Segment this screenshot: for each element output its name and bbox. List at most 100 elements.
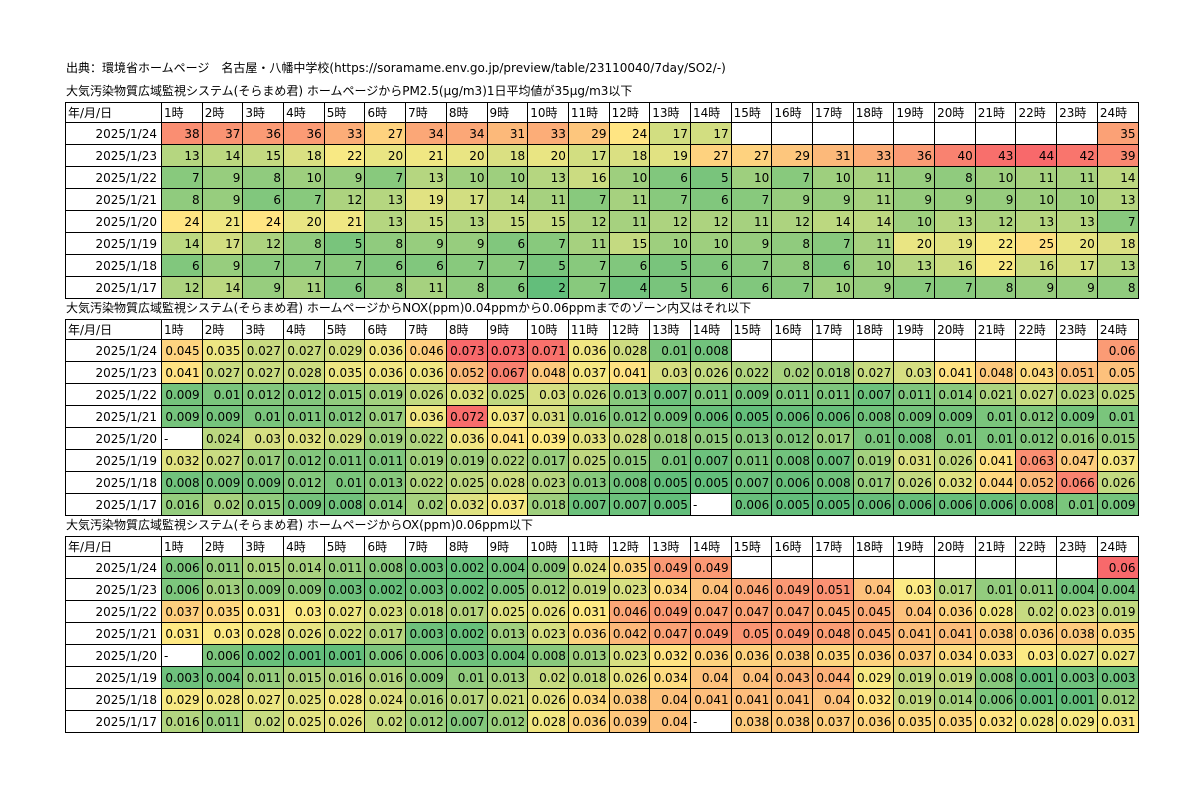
value-cell (1015, 556, 1058, 579)
hour-header: 19時 (893, 319, 936, 340)
value-cell: 0.002 (445, 556, 488, 579)
value-cell: 13 (405, 166, 447, 189)
value-cell: 0.015 (242, 556, 285, 579)
row-date: 2025/1/17 (65, 493, 162, 516)
value-cell: 0.011 (1015, 578, 1058, 601)
value-cell: 7 (730, 254, 773, 277)
value-cell: 0.004 (201, 666, 244, 689)
value-cell: 9 (852, 276, 895, 299)
value-cell: 15 (486, 210, 529, 233)
value-cell: 0.019 (934, 666, 976, 689)
table-row: 2025/1/20-0.006 0.002 0.001 0.001 0.006 0.006… (65, 644, 1139, 667)
value-cell: 0.066 (1056, 471, 1098, 494)
value-cell: 5 (323, 232, 366, 255)
value-cell: 0.047 (771, 600, 813, 623)
value-cell: 37 (201, 122, 244, 145)
value-cell: 0.038 (974, 622, 1017, 645)
hour-header: 12時 (608, 536, 651, 557)
table-row: 2025/1/17 0.016 0.02 0.015 0.009 0.008 0.014 0.… (65, 493, 1139, 516)
value-cell: 0.027 (1015, 383, 1058, 406)
value-cell: 0.049 (649, 600, 691, 623)
table-row: 2025/1/22 0.009 0.01 0.012 0.012 0.015 0.019 0.… (65, 383, 1139, 406)
value-cell: 0.025 (445, 471, 488, 494)
value-cell: 0.015 (689, 427, 732, 450)
value-cell: 0.019 (364, 427, 407, 450)
value-cell: 0.037 (486, 405, 529, 428)
value-cell: 0.01 (242, 405, 285, 428)
value-cell: 0.023 (527, 471, 569, 494)
value-cell (812, 556, 854, 579)
value-cell: 0.017 (852, 471, 895, 494)
value-cell: 8 (974, 276, 1017, 299)
value-cell: 0.012 (283, 471, 325, 494)
value-cell: 0.01 (1096, 405, 1139, 428)
value-cell: 0.041 (161, 361, 203, 384)
value-cell: 0.037 (893, 644, 936, 667)
value-cell: 0.027 (852, 361, 895, 384)
value-cell: 0.037 (486, 493, 529, 516)
value-cell: 5 (527, 254, 569, 277)
hour-header: 24時 (1096, 536, 1139, 557)
value-cell: 22 (974, 232, 1017, 255)
value-cell: 0.042 (608, 622, 651, 645)
value-cell: 0.035 (893, 710, 936, 733)
row-date: 2025/1/21 (65, 405, 162, 428)
value-cell: 10 (812, 276, 854, 299)
value-cell: 12 (567, 210, 610, 233)
value-cell: 0.05 (730, 622, 773, 645)
value-cell: 0.003 (323, 578, 366, 601)
value-cell: - (161, 427, 203, 450)
value-cell: 9 (730, 232, 773, 255)
value-cell: 0.06 (1096, 339, 1139, 362)
value-cell: 9 (893, 166, 936, 189)
value-cell: 0.011 (812, 383, 854, 406)
value-cell: 22 (974, 254, 1017, 277)
value-cell: 0.03 (201, 622, 244, 645)
value-cell (1056, 556, 1098, 579)
value-cell: 2 (527, 276, 569, 299)
value-cell: 21 (201, 210, 244, 233)
hour-header: 4時 (283, 536, 325, 557)
row-date: 2025/1/20 (65, 644, 162, 667)
value-cell: 0.035 (608, 556, 651, 579)
hour-header: 9時 (486, 319, 529, 340)
value-cell: 0.041 (771, 688, 813, 711)
hour-header: 12時 (608, 102, 651, 123)
value-cell: 20 (527, 144, 569, 167)
value-cell: 7 (567, 276, 610, 299)
value-cell: 0.028 (323, 688, 366, 711)
row-date: 2025/1/23 (65, 578, 162, 601)
value-cell: 0.011 (689, 383, 732, 406)
value-cell: 8 (445, 276, 488, 299)
value-cell: 0.045 (812, 600, 854, 623)
value-cell: 0.024 (567, 556, 610, 579)
value-cell: 0.015 (323, 383, 366, 406)
value-cell (934, 339, 976, 362)
value-cell: 0.036 (567, 339, 610, 362)
value-cell: 7 (812, 232, 854, 255)
row-date: 2025/1/19 (65, 666, 162, 689)
value-cell: 0.033 (974, 644, 1017, 667)
value-cell: 0.03 (893, 578, 936, 601)
value-cell: 14 (852, 210, 895, 233)
value-cell: 0.012 (405, 710, 447, 733)
hour-header: 11時 (567, 319, 610, 340)
value-cell: 0.029 (852, 666, 895, 689)
value-cell: 6 (364, 254, 407, 277)
value-cell (812, 339, 854, 362)
value-cell: 0.027 (201, 449, 244, 472)
value-cell: 9 (242, 276, 285, 299)
value-cell: 0.008 (161, 471, 203, 494)
value-cell: 0.024 (201, 427, 244, 450)
value-cell: 0.036 (364, 361, 407, 384)
value-cell: 10 (445, 166, 488, 189)
hour-header: 21時 (974, 102, 1017, 123)
value-cell: 0.048 (974, 361, 1017, 384)
value-cell: 0.017 (364, 622, 407, 645)
hour-header: 8時 (445, 102, 488, 123)
value-cell: 13 (445, 210, 488, 233)
value-cell: 0.009 (242, 578, 285, 601)
value-cell: 0.006 (405, 644, 447, 667)
value-cell: 0.011 (201, 556, 244, 579)
value-cell: 24 (161, 210, 203, 233)
